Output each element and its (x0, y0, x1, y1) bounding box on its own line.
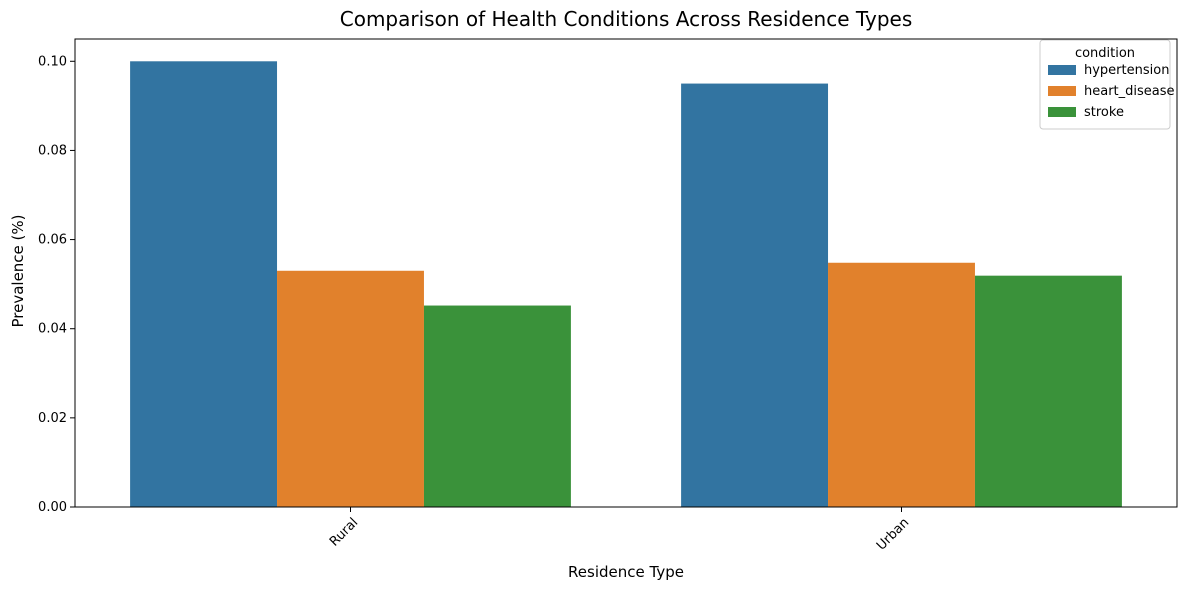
y-tick-label: 0.00 (38, 500, 67, 515)
legend-label-hypertension: hypertension (1084, 63, 1169, 78)
y-tick-label: 0.02 (38, 411, 67, 426)
y-tick-label: 0.08 (38, 143, 67, 158)
legend-title: condition (1075, 46, 1135, 61)
legend-swatch-stroke (1048, 107, 1076, 117)
plot-area: 0.00 0.02 0.04 0.06 0.08 0.10 Rural Urban (38, 38, 1178, 554)
bar-stroke-urban (974, 275, 1122, 507)
y-tick-label: 0.06 (38, 233, 67, 248)
legend-swatch-heart_disease (1048, 86, 1076, 96)
bar-heart_disease-rural (277, 270, 424, 507)
bar-stroke-rural (423, 305, 571, 507)
plot-frame (74, 38, 1178, 508)
legend-box (1039, 39, 1171, 130)
y-tick-label: 0.10 (38, 54, 67, 69)
y-axis-label: Prevalence (%) (9, 214, 27, 327)
bar-heart_disease-urban (828, 262, 975, 507)
bar-hypertension-urban (681, 83, 829, 507)
bar-hypertension-rural (130, 61, 278, 507)
x-axis-label: Residence Type (568, 563, 684, 581)
legend-label-heart_disease: heart_disease (1084, 84, 1175, 99)
chart-title: Comparison of Health Conditions Across R… (340, 7, 913, 31)
legend-swatch-hypertension (1048, 65, 1076, 75)
x-tick-label-urban: Urban (874, 515, 912, 553)
x-tick-label-rural: Rural (327, 515, 361, 549)
legend-label-stroke: stroke (1084, 105, 1124, 120)
y-tick-label: 0.04 (38, 322, 67, 337)
